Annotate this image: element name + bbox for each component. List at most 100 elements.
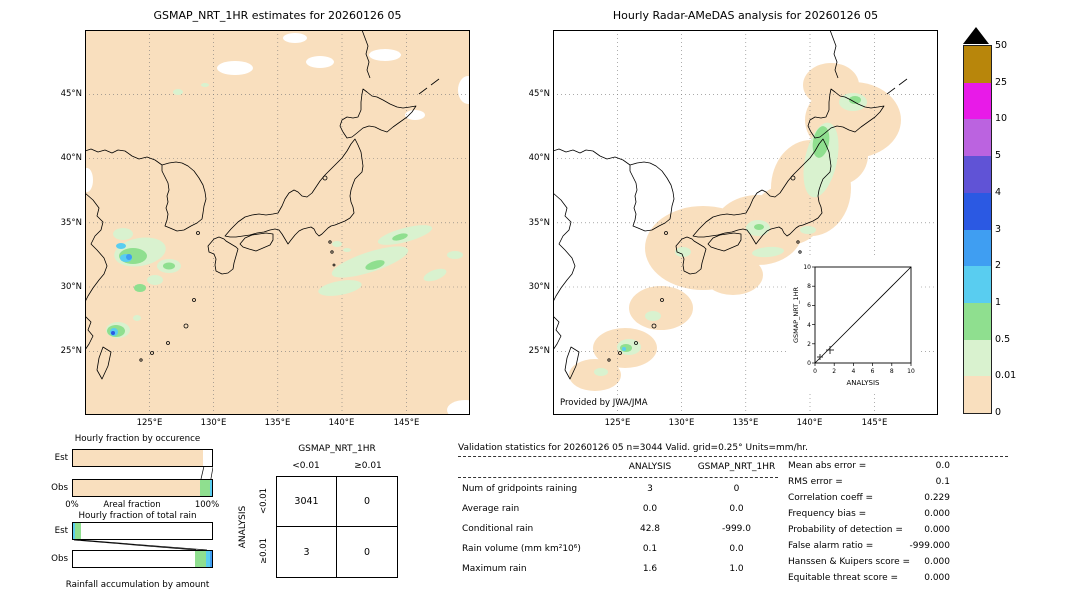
stats-row-label: Rain volume (mm km²10⁶) — [462, 544, 581, 554]
inset-ytick-10: 10 — [803, 264, 811, 271]
stats-col-analysis: ANALYSIS — [628, 462, 672, 472]
left-lon-tick-145e: 145°E — [393, 418, 420, 428]
contingency-row-ge: ≥0.01 — [259, 537, 269, 565]
right-lon-tick-145e: 145°E — [861, 418, 888, 428]
colorbar-label-50: 50 — [995, 40, 1008, 51]
total-obs-seg-cyan — [205, 551, 210, 567]
colorbar-seg-001-05 — [964, 339, 991, 377]
score-value: 0.000 — [924, 573, 950, 583]
contingency-cell-miss: 3 — [277, 527, 337, 577]
left-lon-tick-135e: 135°E — [264, 418, 291, 428]
occurrence-est-bar — [72, 449, 213, 467]
stats-row-analysis-value: 3 — [647, 484, 653, 494]
total-est-seg-cyan — [73, 523, 76, 539]
stats-row-gsmap-value: 1.0 — [729, 564, 744, 574]
colorbar-label-5: 5 — [995, 150, 1002, 161]
left-map-panel — [81, 29, 483, 420]
right-map-title: Hourly Radar-AMeDAS analysis for 2026012… — [612, 9, 879, 22]
score-value: 0.000 — [924, 509, 950, 519]
right-lon-tick-125e: 125°E — [604, 418, 631, 428]
inset-xtick-10: 10 — [907, 368, 915, 375]
occurrence-est-seg-white — [202, 450, 212, 466]
total-obs-label: Obs — [51, 554, 68, 564]
stats-row-label: Maximum rain — [462, 564, 527, 574]
colorbar-label-25: 25 — [995, 77, 1008, 88]
areal-axis-label: Areal fraction — [103, 500, 161, 510]
right-lon-tick-135e: 135°E — [732, 418, 759, 428]
occurrence-est-label: Est — [54, 453, 68, 463]
left-lat-tick-25n: 25°N — [60, 346, 82, 356]
stats-col-gsmap: GSMAP_NRT_1HR — [697, 462, 776, 472]
occurrence-obs-bar — [72, 479, 213, 497]
right-lat-tick-45n: 45°N — [528, 89, 550, 99]
inset-ytick-8: 8 — [807, 283, 811, 290]
left-lon-tick-140e: 140°E — [328, 418, 355, 428]
right-lon-tick-140e: 140°E — [796, 418, 823, 428]
stats-row-analysis-value: 1.6 — [642, 564, 658, 574]
score-value: 0.229 — [924, 493, 950, 503]
colorbar-seg-10-25 — [964, 82, 991, 120]
contingency-row-group: ANALYSIS — [238, 505, 248, 549]
areal-axis-0pct: 0% — [65, 500, 79, 510]
left-lon-tick-125e: 125°E — [136, 418, 163, 428]
colorbar-overflow-arrow — [963, 27, 989, 44]
score-value: 0.000 — [924, 525, 950, 535]
colorbar-seg-0-001 — [964, 376, 991, 414]
score-label: Hanssen & Kuipers score = — [788, 557, 911, 567]
right-map-canvas: 0 2 4 6 8 10 0 2 4 6 8 10 ANALYSIS GSMAP… — [552, 29, 939, 416]
total-est-seg-white — [81, 523, 212, 539]
right-lat-tick-40n: 40°N — [528, 153, 550, 163]
inset-ylabel: GSMAP_NRT_1HR — [792, 286, 800, 343]
score-value: 0.1 — [935, 477, 950, 487]
contingency-table: 3041 0 3 0 — [276, 476, 398, 578]
areal-axis-100pct: 100% — [194, 500, 220, 510]
left-lat-tick-40n: 40°N — [60, 153, 82, 163]
inset-xtick-0: 0 — [813, 368, 817, 375]
colorbar-seg-2-3 — [964, 229, 991, 267]
colorbar-seg-05-1 — [964, 302, 991, 340]
colorbar-label-3: 3 — [995, 224, 1002, 235]
stats-divider-top — [458, 456, 1008, 457]
stats-row-analysis-value: 0.0 — [642, 504, 658, 514]
stats-row-gsmap-value: 0 — [733, 484, 740, 494]
score-value: 0.000 — [924, 557, 950, 567]
score-label: Correlation coeff = — [788, 493, 874, 503]
colorbar-seg-5-10 — [964, 119, 991, 157]
left-map-title: GSMAP_NRT_1HR estimates for 20260126 05 — [153, 9, 402, 22]
inset-xtick-2: 2 — [832, 368, 836, 375]
total-est-bar — [72, 522, 213, 540]
stats-row-gsmap-value: 0.0 — [729, 544, 744, 554]
contingency-col-group: GSMAP_NRT_1HR — [298, 444, 376, 454]
colorbar-label-05: 0.5 — [995, 334, 1011, 345]
total-obs-seg-blue — [209, 551, 212, 567]
contingency-col-ge: ≥0.01 — [354, 461, 382, 471]
total-obs-seg-white — [73, 551, 196, 567]
colorbar — [963, 27, 992, 414]
total-rain-caption: Rainfall accumulation by amount — [65, 580, 210, 590]
left-lon-tick-130e: 130°E — [200, 418, 227, 428]
occurrence-est-seg-norain — [73, 450, 203, 466]
stats-row-analysis-value: 42.8 — [639, 524, 661, 534]
total-est-label: Est — [54, 526, 68, 536]
colorbar-label-0: 0 — [995, 407, 1002, 418]
colorbar-seg-3-4 — [964, 192, 991, 230]
colorbar-seg-25-50 — [964, 46, 991, 83]
left-lat-tick-30n: 30°N — [60, 282, 82, 292]
score-label: Equitable threat score = — [788, 573, 899, 583]
left-lat-tick-45n: 45°N — [60, 89, 82, 99]
score-label: RMS error = — [788, 477, 843, 487]
stats-row-label: Num of gridpoints raining — [462, 484, 578, 494]
inset-plus-markers — [817, 346, 834, 360]
occurrence-obs-seg-green — [200, 480, 210, 496]
score-label: Frequency bias = — [788, 509, 867, 519]
left-map-canvas — [81, 29, 483, 420]
inset-xtick-8: 8 — [890, 368, 894, 375]
contingency-cell-false: 0 — [337, 477, 397, 527]
colorbar-label-4: 4 — [995, 187, 1002, 198]
stats-row-gsmap-value: -999.0 — [721, 524, 751, 534]
contingency-cell-hits-none: 3041 — [277, 477, 337, 527]
colorbar-scale — [963, 45, 992, 414]
score-label: Mean abs error = — [788, 461, 867, 471]
colorbar-label-10: 10 — [995, 113, 1008, 124]
